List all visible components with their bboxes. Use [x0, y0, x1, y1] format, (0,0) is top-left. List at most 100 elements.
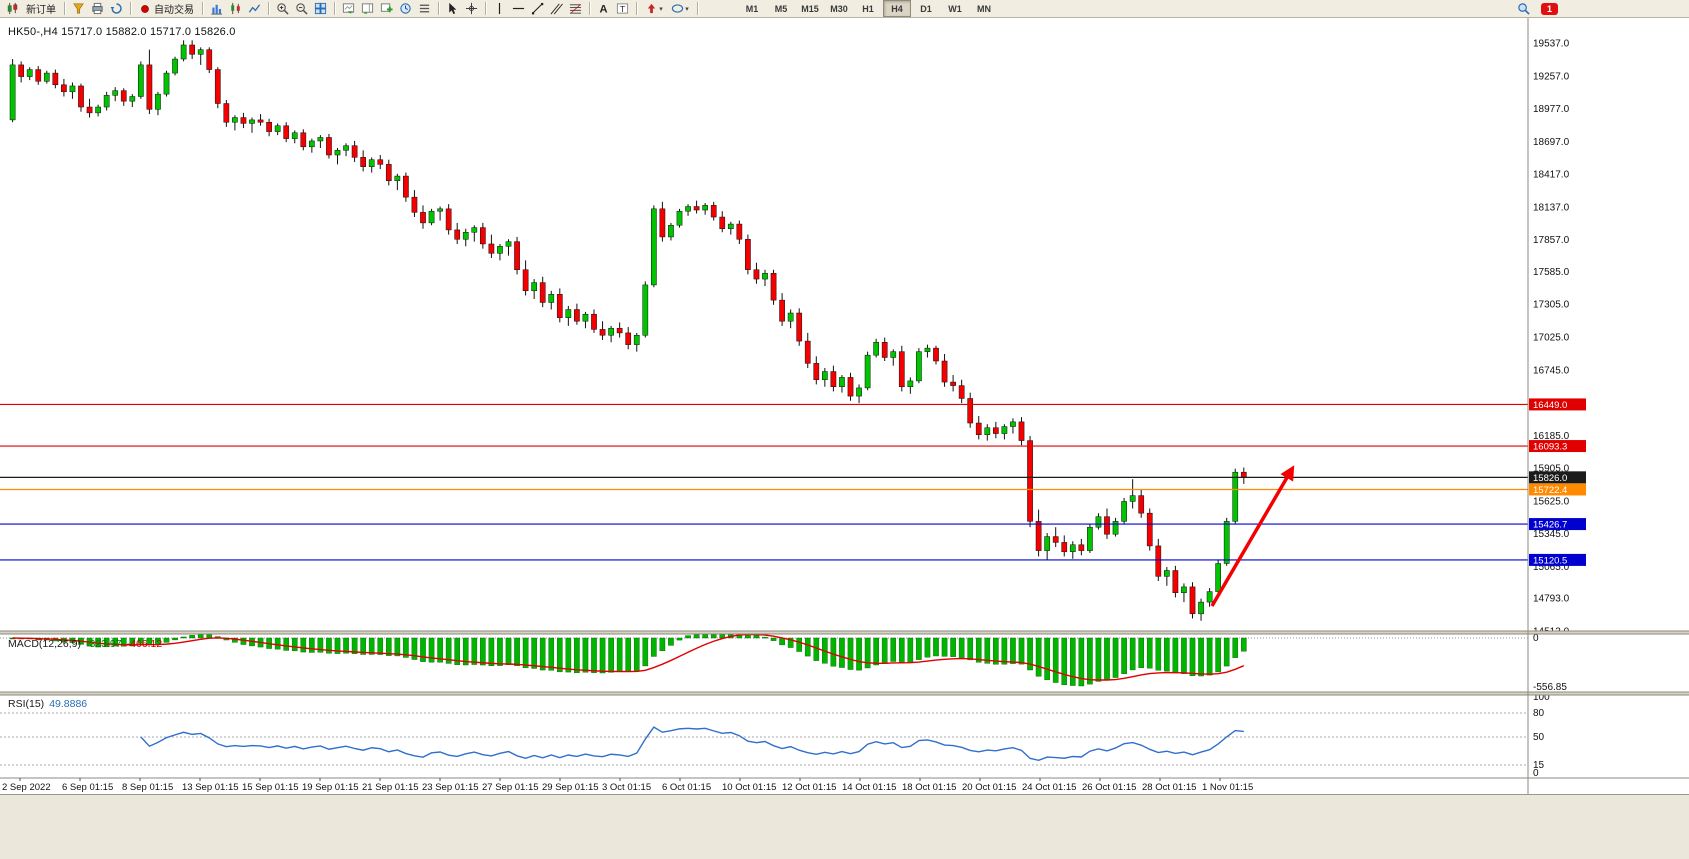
zoom-in-icon[interactable] — [273, 1, 292, 16]
date-axis-label: 26 Oct 01:15 — [1082, 782, 1136, 793]
crosshair-icon[interactable] — [462, 1, 481, 16]
toolbar-separator — [334, 2, 335, 15]
price-level-badge — [1529, 553, 1586, 566]
toolbar-separator — [202, 2, 203, 15]
autotrade-label: 自动交易 — [154, 5, 194, 16]
timeframe-button-M30[interactable]: M30 — [830, 3, 848, 14]
rsi-value: 49.8886 — [49, 698, 88, 710]
date-axis-label: 21 Sep 01:15 — [362, 782, 419, 793]
price-level-badge — [1529, 471, 1586, 484]
price-axis-label: 19257.0 — [1533, 71, 1570, 82]
price-level-badge-text: 15826.0 — [1533, 473, 1567, 484]
chart-bars-icon[interactable] — [207, 1, 226, 16]
timeframe-button-M5[interactable]: M5 — [774, 3, 788, 14]
price-axis-label: 15065.0 — [1533, 562, 1570, 573]
macd-signal-value: -466.12 — [126, 638, 163, 650]
price-axis-label: 17025.0 — [1533, 333, 1570, 344]
price-axis-label: 17857.0 — [1533, 235, 1570, 246]
rsi-axis-label: 100 — [1533, 692, 1550, 703]
chart-canvas[interactable]: 0-556.85100805015019537.019257.018977.01… — [0, 18, 1689, 794]
chart-candlestick-icon[interactable] — [226, 1, 245, 16]
timeframe-button-W1[interactable]: W1 — [948, 3, 962, 14]
price-level-badge-text: 15426.7 — [1533, 520, 1567, 531]
toolbar-separator — [636, 2, 637, 15]
chart-info-ohlc: HK50-,H4 15717.0 15882.0 15717.0 15826.0 — [8, 26, 236, 38]
autotrade-button[interactable]: 自动交易 — [135, 1, 198, 16]
vertical-line-tool-icon[interactable] — [490, 1, 509, 16]
rsi-axis-label: 50 — [1533, 732, 1545, 743]
toolbar-separator — [589, 2, 590, 15]
timeframe-button-M15[interactable]: M15 — [801, 3, 819, 14]
price-level-badge-text: 16093.3 — [1533, 442, 1567, 453]
rsi-line — [140, 726, 1244, 762]
chart-line-icon[interactable] — [245, 1, 264, 16]
funnel-icon[interactable] — [69, 1, 88, 16]
rsi-axis-label: 0 — [1533, 768, 1539, 779]
date-axis-label: 10 Oct 01:15 — [722, 782, 776, 793]
printer-icon[interactable] — [88, 1, 107, 16]
svg-text:T: T — [620, 4, 625, 14]
date-axis-label: 24 Oct 01:15 — [1022, 782, 1076, 793]
date-axis-label: 3 Oct 01:15 — [602, 782, 651, 793]
toolbar-right: 1 — [1514, 1, 1686, 16]
macd-histogram — [9, 634, 1247, 687]
price-axis-label: 18137.0 — [1533, 202, 1570, 213]
clock-icon[interactable] — [396, 1, 415, 16]
timeframe-button-D1[interactable]: D1 — [920, 3, 932, 14]
timeframe-button-M1[interactable]: M1 — [745, 3, 759, 14]
chart-candles-icon[interactable] — [3, 1, 22, 16]
horizontal-line-tool-icon[interactable] — [509, 1, 528, 16]
timeframe-button-H4[interactable]: H4 — [883, 0, 911, 17]
date-axis-label: 6 Oct 01:15 — [662, 782, 711, 793]
auto-scroll-icon[interactable] — [339, 1, 358, 16]
macd-signal-line — [12, 633, 1245, 681]
trend-arrow-annotation[interactable] — [1210, 465, 1295, 607]
price-axis-label: 16745.0 — [1533, 365, 1570, 376]
channel-tool-icon[interactable] — [547, 1, 566, 16]
rsi-axis-label: 80 — [1533, 708, 1545, 719]
new-chart-plus-icon[interactable] — [377, 1, 396, 16]
text-label-tool-icon[interactable]: T — [613, 1, 632, 16]
price-axis-label: 16185.0 — [1533, 431, 1570, 442]
text-tool-icon[interactable]: A — [594, 1, 613, 16]
fibonacci-tool-icon[interactable] — [566, 1, 585, 16]
macd-name: MACD(12,26,9) — [8, 638, 81, 650]
toolbar-separator — [485, 2, 486, 15]
timeframe-button-H1[interactable]: H1 — [862, 3, 874, 14]
price-level-badge — [1529, 483, 1586, 496]
arrows-tool-icon[interactable]: ▾ — [641, 1, 667, 16]
tile-windows-icon[interactable] — [311, 1, 330, 16]
toolbar-separator — [697, 2, 698, 15]
new-order-button[interactable]: 新订单 — [22, 1, 60, 16]
time-axis[interactable]: 2 Sep 2022 6 Sep 01:15 8 Sep 01:15 13 Sep 0… — [2, 778, 1253, 793]
price-axis-label: 18417.0 — [1533, 170, 1570, 181]
price-axis-label: 18977.0 — [1533, 104, 1570, 115]
timeframe-button-MN[interactable]: MN — [977, 3, 991, 14]
shapes-tool-icon[interactable]: ▾ — [667, 1, 693, 16]
date-axis-label: 12 Oct 01:15 — [782, 782, 836, 793]
macd-indicator-label: MACD(12,26,9) -323.97 -466.12 — [8, 638, 162, 650]
trendline-tool-icon[interactable] — [528, 1, 547, 16]
toolbar-separator — [130, 2, 131, 15]
candles — [9, 40, 1247, 621]
toolbar: 新订单 自动交易 — [0, 0, 1689, 18]
search-icon[interactable] — [1514, 1, 1533, 16]
price-level-badge-text: 15120.5 — [1533, 555, 1567, 566]
indicator-list-icon[interactable] — [415, 1, 434, 16]
svg-text:A: A — [599, 4, 607, 15]
chart-shift-icon[interactable] — [358, 1, 377, 16]
notification-badge[interactable]: 1 — [1541, 2, 1558, 15]
chart-window: 0 -556.85 100 80 50 15 0 19537.0 19257.0 18977.0 1… — [0, 18, 1689, 794]
cursor-icon[interactable] — [443, 1, 462, 16]
date-axis-label: 29 Sep 01:15 — [542, 782, 599, 793]
date-axis-label: 27 Sep 01:15 — [482, 782, 539, 793]
refresh-icon[interactable] — [107, 1, 126, 16]
macd-axis-label: -556.85 — [1533, 682, 1567, 693]
autotrade-status-icon — [141, 4, 149, 13]
date-axis-label: 2 Sep 2022 — [2, 782, 51, 793]
date-axis-label: 6 Sep 01:15 — [62, 782, 113, 793]
date-axis-label: 14 Oct 01:15 — [842, 782, 896, 793]
zoom-out-icon[interactable] — [292, 1, 311, 16]
